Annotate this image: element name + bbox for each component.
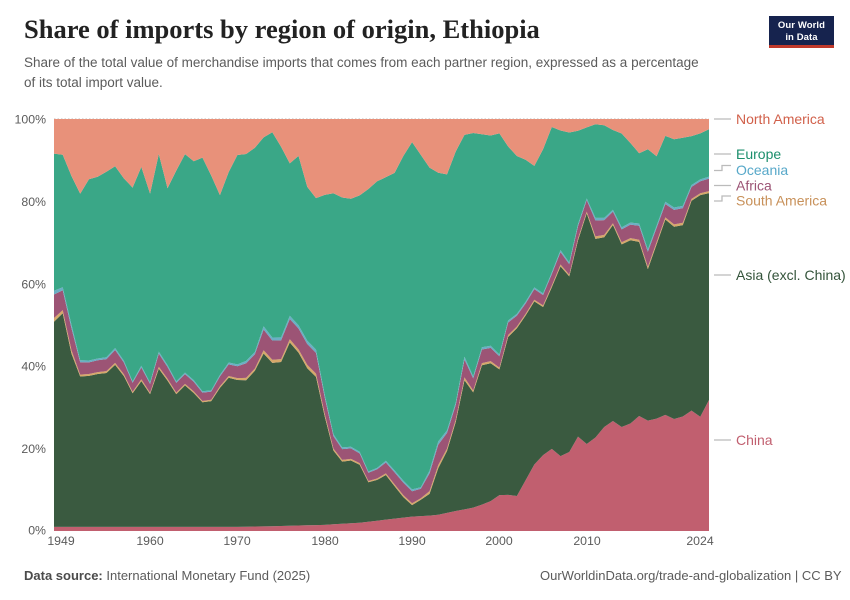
svg-text:2024: 2024 (686, 534, 714, 548)
svg-text:Oceania: Oceania (736, 162, 788, 178)
svg-text:1960: 1960 (136, 534, 164, 548)
svg-text:1949: 1949 (47, 534, 75, 548)
svg-text:60%: 60% (21, 277, 46, 291)
svg-text:100%: 100% (15, 113, 47, 127)
svg-text:1980: 1980 (311, 534, 339, 548)
svg-text:2000: 2000 (485, 534, 513, 548)
svg-text:Africa: Africa (736, 178, 772, 194)
svg-text:Asia (excl. China): Asia (excl. China) (736, 267, 846, 283)
svg-text:40%: 40% (21, 360, 46, 374)
svg-text:20%: 20% (21, 442, 46, 456)
svg-text:North America: North America (736, 111, 825, 127)
svg-text:Europe: Europe (736, 146, 781, 162)
svg-text:1990: 1990 (398, 534, 426, 548)
svg-text:China: China (736, 432, 773, 448)
svg-text:2010: 2010 (573, 534, 601, 548)
svg-text:80%: 80% (21, 195, 46, 209)
svg-text:1970: 1970 (223, 534, 251, 548)
svg-text:South America: South America (736, 193, 827, 209)
svg-text:0%: 0% (28, 524, 46, 538)
